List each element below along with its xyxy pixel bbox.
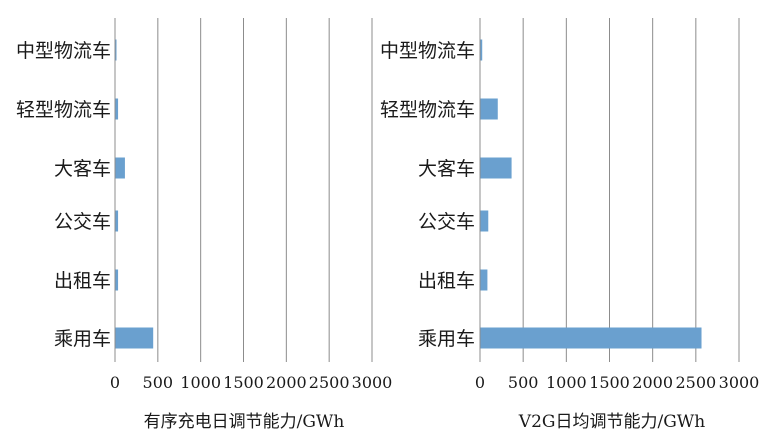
bar bbox=[115, 98, 119, 120]
category-label: 中型物流车 bbox=[380, 40, 475, 62]
x-tick-label: 2000 bbox=[632, 373, 673, 392]
bar bbox=[115, 327, 154, 349]
x-tick-label: 500 bbox=[508, 373, 539, 392]
chart-panel-v2g: 0 500 1000 1500 2000 2500 3000 中型物流车轻型物流车大客车公交车… bbox=[380, 18, 759, 432]
category-label: 轻型物流车 bbox=[380, 99, 475, 121]
x-tick-label: 500 bbox=[143, 373, 174, 392]
category-label: 中型物流车 bbox=[16, 40, 111, 62]
chart-panel-ordered-charging: 0 500 1000 1500 2000 2500 3000 中型物流车轻型物流车大客车公交车… bbox=[16, 18, 392, 432]
x-axis-label: 有序充电日调节能力/GWh bbox=[144, 412, 345, 432]
x-tick-label: 1000 bbox=[546, 373, 587, 392]
bar bbox=[480, 157, 512, 179]
bar bbox=[480, 98, 498, 120]
bar bbox=[480, 210, 489, 232]
category-label: 出租车 bbox=[418, 270, 475, 292]
bar bbox=[480, 269, 488, 291]
bar bbox=[480, 39, 483, 61]
category-label: 乘用车 bbox=[54, 328, 111, 350]
x-tick-label: 0 bbox=[110, 373, 120, 392]
category-label: 轻型物流车 bbox=[16, 99, 111, 121]
x-tick-label: 2000 bbox=[266, 373, 307, 392]
bar bbox=[115, 269, 119, 291]
x-tick-label: 2500 bbox=[675, 373, 716, 392]
bar bbox=[115, 39, 117, 61]
category-label: 公交车 bbox=[54, 211, 111, 233]
x-tick-label: 3000 bbox=[719, 373, 760, 392]
bar bbox=[115, 210, 119, 232]
bar bbox=[115, 157, 125, 179]
category-label: 大客车 bbox=[54, 158, 111, 180]
x-tick-label: 1500 bbox=[223, 373, 264, 392]
category-label: 公交车 bbox=[418, 211, 475, 233]
x-tick-label: 1000 bbox=[180, 373, 221, 392]
x-axis-label: V2G日均调节能力/GWh bbox=[518, 412, 705, 432]
category-label: 乘用车 bbox=[418, 328, 475, 350]
category-label: 大客车 bbox=[418, 158, 475, 180]
x-tick-label: 2500 bbox=[309, 373, 350, 392]
x-tick-label: 1500 bbox=[589, 373, 630, 392]
bar bbox=[480, 327, 702, 349]
category-label: 出租车 bbox=[54, 270, 111, 292]
x-tick-label: 0 bbox=[475, 373, 485, 392]
x-tick-label: 3000 bbox=[352, 373, 393, 392]
